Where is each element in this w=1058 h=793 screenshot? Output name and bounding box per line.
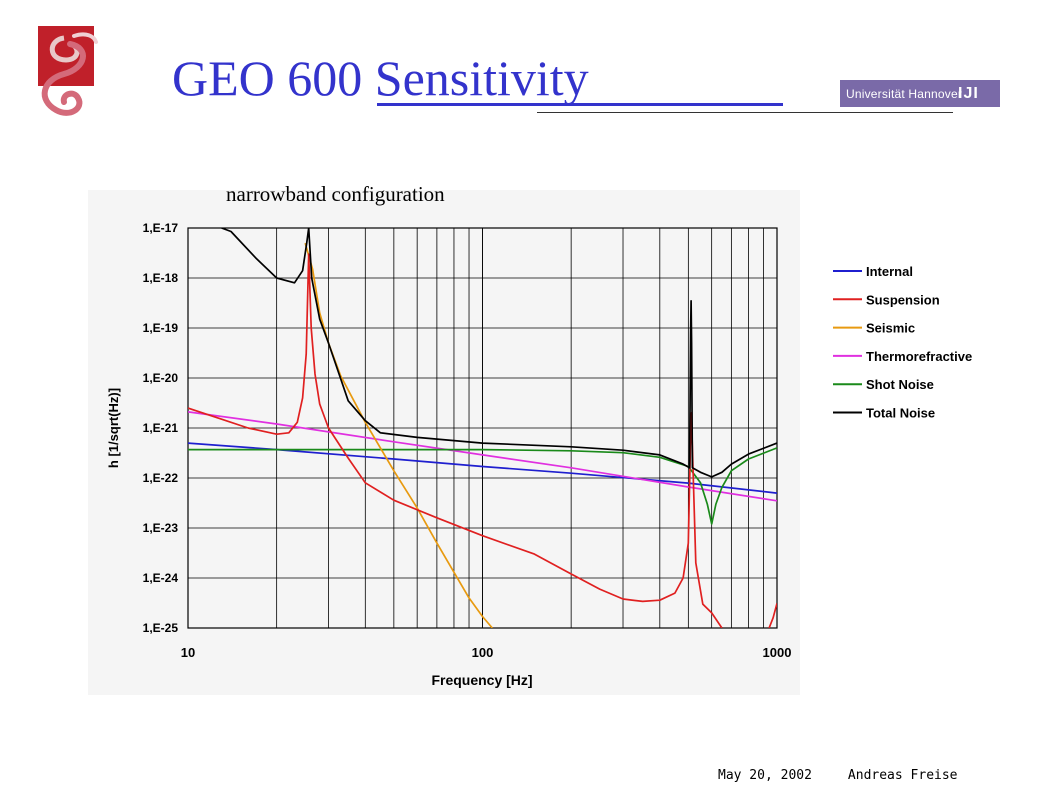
chart-panel — [88, 190, 800, 695]
x-tick-label: 100 — [472, 645, 494, 660]
footer-author: Andreas Freise — [847, 768, 958, 783]
y-tick-label: 1,E-18 — [143, 271, 179, 285]
y-tick-label: 1,E-22 — [143, 471, 179, 485]
university-hannover-logo-icon: Universität Hannover IJI — [840, 80, 1000, 107]
series-line-suspension — [768, 603, 777, 628]
y-tick-label: 1,E-17 — [143, 221, 179, 235]
x-tick-label: 1000 — [763, 645, 792, 660]
series-line-shot-noise — [188, 447, 777, 525]
chart-axes: 1,E-17 1,E-18 1,E-19 1,E-20 1,E-21 1,E-22 1,E-… — [106, 221, 791, 688]
legend-label-suspension: Suspension — [866, 292, 940, 307]
chart-grid — [188, 227, 777, 629]
title-underline — [377, 103, 783, 106]
page-title: GEO 600 Sensitivity — [172, 50, 589, 106]
footer: May 20, 2002 Andreas Freise — [718, 768, 958, 783]
y-axis-label: h [1/sqrt(Hz)] — [106, 388, 121, 468]
series-line-thermorefractive — [188, 411, 777, 502]
y-tick-label: 1,E-21 — [143, 421, 179, 435]
y-tick-label: 1,E-20 — [143, 371, 179, 385]
university-logo-text: Universität Hannover — [846, 87, 963, 101]
x-axis-label: Frequency [Hz] — [431, 672, 532, 688]
series-line-seismic — [304, 242, 493, 628]
geo-logo-icon — [38, 26, 98, 116]
legend-label-internal: Internal — [866, 264, 913, 279]
x-tick-label: 10 — [181, 645, 195, 660]
plot-frame — [187, 227, 778, 629]
y-tick-label: 1,E-23 — [143, 521, 179, 535]
y-tick-label: 1,E-19 — [143, 321, 179, 335]
header-rule — [537, 112, 953, 113]
legend-label-seismic: Seismic — [866, 321, 915, 336]
y-tick-label: 1,E-24 — [143, 571, 179, 585]
chart-series — [188, 228, 777, 628]
chart-legend: Internal Suspension Seismic Thermorefractiv… — [833, 264, 972, 421]
legend-label-shot-noise: Shot Noise — [866, 377, 934, 392]
university-logo-mark: IJI — [958, 85, 979, 102]
footer-date: May 20, 2002 — [718, 768, 812, 783]
legend-label-total-noise: Total Noise — [866, 406, 935, 421]
series-line-total-noise — [221, 228, 777, 478]
series-line-suspension — [188, 253, 723, 628]
chart-subtitle: narrowband configuration — [226, 182, 445, 206]
y-tick-label: 1,E-25 — [143, 621, 179, 635]
legend-label-thermorefractive: Thermorefractive — [866, 349, 972, 364]
